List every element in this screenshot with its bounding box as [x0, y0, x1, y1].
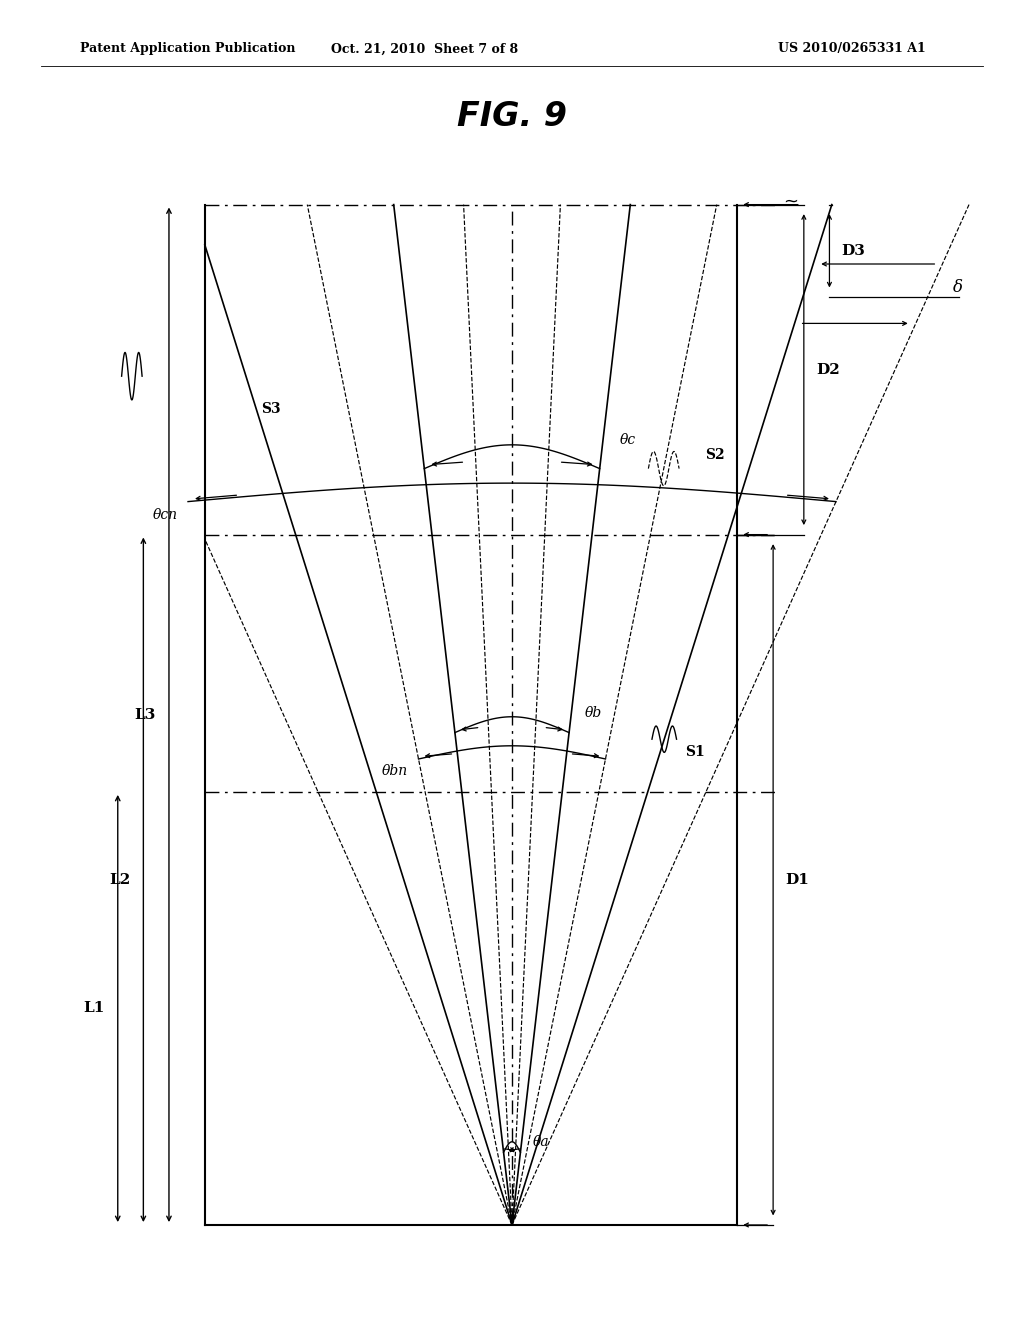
Text: S1: S1 [685, 746, 705, 759]
Text: S2: S2 [705, 449, 724, 462]
Text: θb: θb [585, 706, 602, 719]
Text: Oct. 21, 2010  Sheet 7 of 8: Oct. 21, 2010 Sheet 7 of 8 [332, 42, 518, 55]
Text: FIG. 9: FIG. 9 [457, 99, 567, 132]
Text: L3: L3 [134, 708, 156, 722]
Text: θbn: θbn [382, 764, 409, 779]
Text: ~: ~ [783, 193, 798, 211]
Text: US 2010/0265331 A1: US 2010/0265331 A1 [778, 42, 926, 55]
Text: δ: δ [952, 279, 963, 296]
Text: L1: L1 [83, 1002, 104, 1015]
Text: L2: L2 [109, 873, 130, 887]
Text: θa: θa [532, 1135, 549, 1148]
Text: θc: θc [621, 433, 636, 446]
Text: θcn: θcn [153, 508, 178, 523]
Text: D3: D3 [842, 244, 865, 257]
Text: S3: S3 [261, 403, 281, 416]
Text: Patent Application Publication: Patent Application Publication [80, 42, 295, 55]
Text: D2: D2 [816, 363, 840, 376]
Text: D1: D1 [785, 873, 809, 887]
